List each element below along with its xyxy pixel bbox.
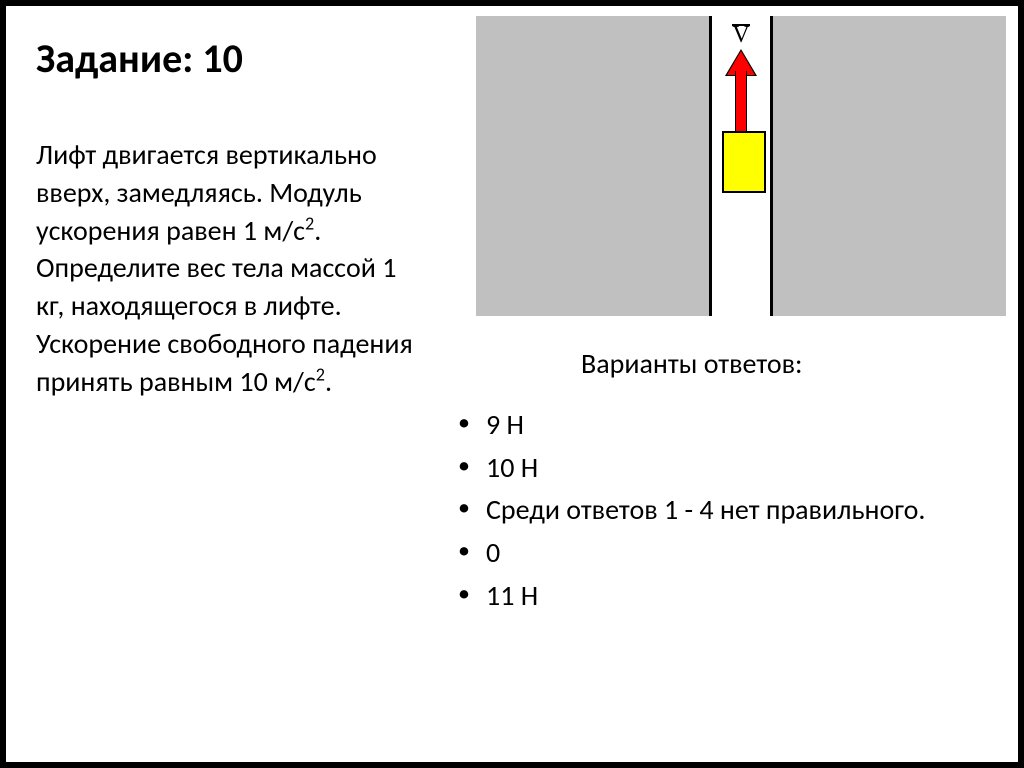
elevator-shaft: V: [709, 16, 773, 316]
diagram-wall-left: [476, 16, 709, 316]
slide: Задание: 10 Лифт двигается вертикально в…: [6, 6, 1018, 762]
elevator-box: [722, 131, 766, 193]
answer-option: Среди ответов 1 - 4 нет правильного.: [446, 491, 1006, 530]
task-title: Задание: 10: [36, 34, 243, 83]
answer-option: 0: [446, 534, 1006, 573]
answer-option: 9 Н: [446, 406, 1006, 445]
answer-option: 10 Н: [446, 449, 1006, 488]
problem-text: Лифт двигается вертикально вверх, замедл…: [36, 136, 416, 401]
answer-option: 11 Н: [446, 577, 1006, 616]
answers-heading: Варианты ответов:: [581, 346, 803, 381]
velocity-label: V: [732, 20, 750, 49]
answers-list: 9 Н 10 Н Среди ответов 1 - 4 нет правиль…: [446, 406, 1006, 619]
diagram-wall-right: [773, 16, 1006, 316]
elevator-diagram: V: [476, 16, 1006, 316]
